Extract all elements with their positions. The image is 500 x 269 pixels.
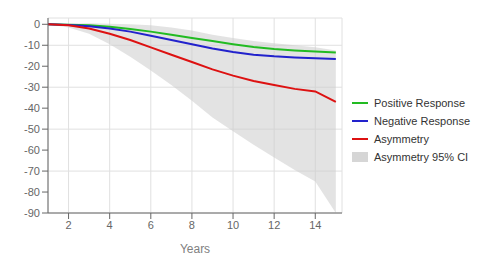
svg-text:10: 10	[227, 219, 239, 231]
svg-text:-80: -80	[24, 186, 40, 198]
html-text:Asymmetry: Asymmetry	[374, 133, 429, 145]
html-text:Asymmetry 95% CI: Asymmetry 95% CI	[374, 151, 469, 163]
html-text:Negative Response: Negative Response	[374, 115, 470, 127]
svg-text:-10: -10	[24, 39, 40, 51]
svg-text:-70: -70	[24, 165, 40, 177]
svg-text:-50: -50	[24, 123, 40, 135]
svg-text:-40: -40	[24, 102, 40, 114]
svg-text:Years: Years	[180, 242, 210, 256]
svg-text:6: 6	[148, 219, 154, 231]
svg-text:14: 14	[309, 219, 321, 231]
svg-text:8: 8	[189, 219, 195, 231]
svg-text:2: 2	[65, 219, 71, 231]
svg-text:4: 4	[107, 219, 113, 231]
svg-text:-20: -20	[24, 60, 40, 72]
svg-text:-30: -30	[24, 81, 40, 93]
svg-text:-90: -90	[24, 207, 40, 219]
html-text:Positive Response: Positive Response	[374, 97, 466, 109]
svg-text:-60: -60	[24, 144, 40, 156]
svg-text:0: 0	[34, 18, 40, 30]
svg-text:12: 12	[268, 219, 280, 231]
